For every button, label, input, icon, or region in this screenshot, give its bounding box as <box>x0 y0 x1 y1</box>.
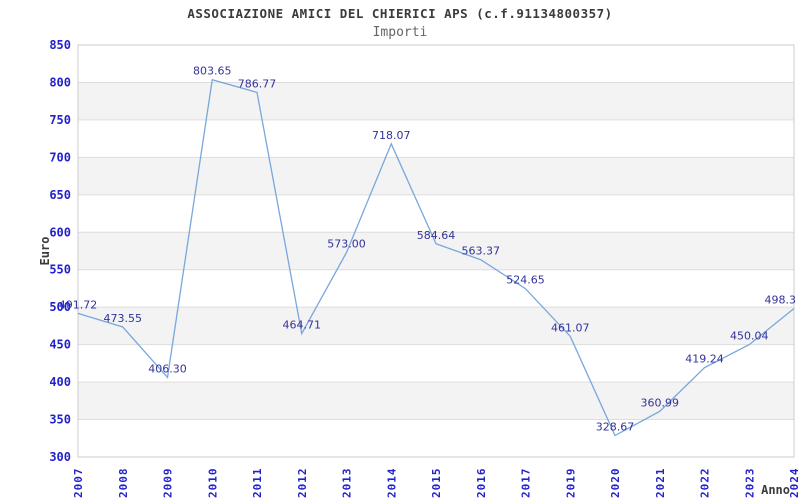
x-tick-label: 2022 <box>699 468 712 499</box>
chart-subtitle: Importi <box>372 25 428 40</box>
point-label: 328.67 <box>596 421 635 434</box>
x-tick-label: 2016 <box>475 468 488 499</box>
plot-band <box>78 307 794 345</box>
plot-band <box>78 232 794 270</box>
x-tick-label: 2020 <box>609 468 622 499</box>
y-tick-label: 300 <box>49 450 71 464</box>
point-label: 786.77 <box>238 77 277 90</box>
plot-band <box>78 382 794 420</box>
point-label: 473.55 <box>104 312 143 325</box>
point-label: 563.37 <box>462 245 501 258</box>
x-tick-label: 2011 <box>251 468 264 499</box>
x-tick-label: 2010 <box>206 468 219 499</box>
x-tick-label: 2008 <box>117 468 130 499</box>
point-label: 464.71 <box>283 319 322 332</box>
plot-band <box>78 157 794 195</box>
plot-border <box>77 44 795 458</box>
series-line <box>77 78 795 437</box>
x-tick-label: 2023 <box>743 468 756 499</box>
y-tick-label: 450 <box>49 338 71 352</box>
point-label: 524.65 <box>506 274 545 287</box>
x-tick-label: 2007 <box>72 468 85 499</box>
x-tick-label: 2014 <box>385 468 398 499</box>
y-tick-label: 650 <box>49 188 71 202</box>
x-tick-label: 2019 <box>564 468 577 499</box>
x-tick-label: 2009 <box>162 468 175 499</box>
x-tick-label: 2017 <box>520 468 533 499</box>
y-tick-label: 600 <box>49 225 71 239</box>
x-tick-label: 2012 <box>296 468 309 499</box>
y-tick-label: 700 <box>49 150 71 164</box>
point-label: 360.99 <box>641 396 680 409</box>
point-label: 461.07 <box>551 321 590 334</box>
x-axis-title: Anno <box>761 483 790 497</box>
point-label: 718.07 <box>372 129 411 142</box>
y-tick-label: 800 <box>49 75 71 89</box>
point-label: 450.04 <box>730 330 769 343</box>
point-label: 803.65 <box>193 65 232 78</box>
y-tick-label: 500 <box>49 300 71 314</box>
y-tick-label: 750 <box>49 113 71 127</box>
y-tick-label: 350 <box>49 413 71 427</box>
point-label: 573.00 <box>327 237 366 250</box>
x-tick-label: 2021 <box>654 468 667 499</box>
y-axis-title: Euro <box>38 237 52 266</box>
chart-title: ASSOCIAZIONE AMICI DEL CHIERICI APS (c.f… <box>187 6 613 21</box>
point-label: 419.24 <box>685 353 724 366</box>
point-label: 498.3 <box>765 293 797 306</box>
x-tick-label: 2013 <box>341 468 354 499</box>
point-label: 491.72 <box>59 298 98 311</box>
x-tick-label: 2015 <box>430 468 443 499</box>
plot-band <box>78 82 794 120</box>
x-tick-label: 2024 <box>788 468 800 499</box>
point-label: 406.30 <box>148 362 187 375</box>
y-tick-label: 400 <box>49 375 71 389</box>
point-label: 584.64 <box>417 229 456 242</box>
y-tick-label: 850 <box>49 38 71 52</box>
y-tick-label: 550 <box>49 263 71 277</box>
